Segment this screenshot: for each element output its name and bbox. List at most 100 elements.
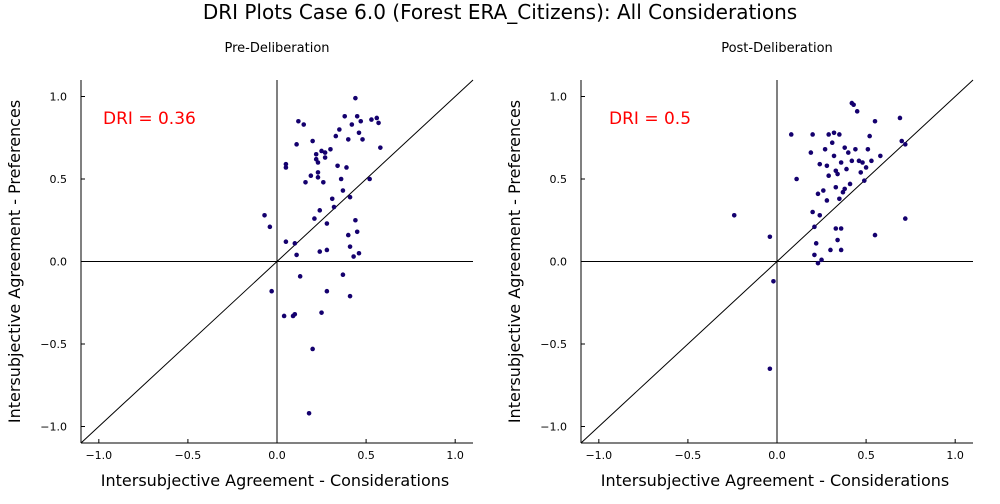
dri-annotation: DRI = 0.36 [103,109,196,129]
data-point [899,138,905,144]
data-point [315,170,321,175]
data-point [838,160,844,165]
data-point [872,118,878,124]
data-point [824,198,830,203]
x-tick-label: 0.5 [357,449,375,462]
y-tick-label: 0.0 [50,256,68,269]
panel-title: Post-Deliberation [721,41,833,56]
data-point [294,252,299,258]
x-tick-label: 0.0 [768,449,786,462]
data-point [313,151,319,157]
data-point [902,216,908,221]
panel-2: Post-Deliberation −1.0 −0.5 0.0 0.5 1.0 −1.0 −0… [505,41,974,490]
data-point [349,122,355,127]
data-point [838,247,844,253]
data-point [353,95,358,101]
x-tick-label: −0.5 [175,449,202,462]
data-point [831,130,837,136]
data-point [329,196,335,202]
data-point [294,142,299,147]
data-point [310,138,315,144]
data-point [767,234,773,240]
data-point [849,158,855,164]
data-point [847,181,853,187]
y-tick-label: 1.0 [550,91,568,104]
data-point [369,117,374,122]
data-point [356,250,362,256]
data-point [829,140,835,145]
data-point [347,194,353,200]
data-point [301,122,307,127]
data-point [345,137,351,142]
data-point [812,224,817,230]
data-point [767,366,773,372]
data-point [310,346,315,352]
data-point [319,310,324,315]
data-point [267,224,273,230]
data-point [347,244,353,249]
data-point [821,188,826,193]
data-point [333,133,339,139]
y-axis-label: Intersubjective Agreement - Preferences [5,100,24,423]
data-point [328,147,333,152]
data-point [878,153,883,159]
x-tick-label: −0.5 [675,449,702,462]
data-point [354,229,360,235]
data-point [297,274,303,279]
data-point [319,148,324,154]
x-tick-label: −1.0 [585,449,612,462]
y-tick-label: 1.0 [50,91,68,104]
panels: Pre-Deliberation −1.0 −0.5 0.0 0.5 1.0 −1.0 −0.… [5,41,974,490]
data-point [863,165,869,170]
data-point [771,279,776,284]
data-point [331,204,337,210]
data-point [902,142,908,147]
data-point [862,178,867,183]
data-point [342,114,348,119]
data-point [810,209,815,215]
data-point [822,147,828,152]
dri-annotation: DRI = 0.5 [609,109,691,129]
data-point [872,232,878,238]
data-point [817,161,823,167]
data-point [358,118,364,124]
x-axis-label: Intersubjective Agreement - Consideratio… [101,471,449,490]
data-point [337,127,342,132]
data-point [824,163,830,169]
data-point [354,114,360,119]
y-tick-label: −1.0 [540,421,567,434]
data-point [344,165,349,170]
data-point [842,186,848,192]
data-point [844,166,849,172]
data-point [322,150,328,155]
data-point [853,147,858,152]
data-point [865,147,871,152]
y-tick-label: 0.5 [550,173,568,186]
y-tick-label: −0.5 [540,338,567,351]
data-point [837,132,842,137]
data-point [854,109,860,114]
data-point [353,217,358,223]
x-tick-label: 1.0 [946,449,964,462]
data-point [335,163,340,169]
data-point [833,226,839,231]
data-point [338,176,344,182]
data-point [317,249,323,254]
data-point [731,213,737,218]
data-point [835,171,840,177]
data-point [367,176,372,182]
data-point [315,175,321,180]
data-point [815,191,821,197]
y-tick-label: −0.5 [40,338,67,351]
data-point [374,115,380,121]
data-point [281,313,287,319]
data-point [303,180,308,185]
data-point [315,160,321,165]
panel-1: Pre-Deliberation −1.0 −0.5 0.0 0.5 1.0 −1.0 −0.… [5,41,474,490]
data-point [306,411,312,416]
data-point [858,170,864,175]
data-point [262,213,267,218]
data-point [360,137,365,142]
